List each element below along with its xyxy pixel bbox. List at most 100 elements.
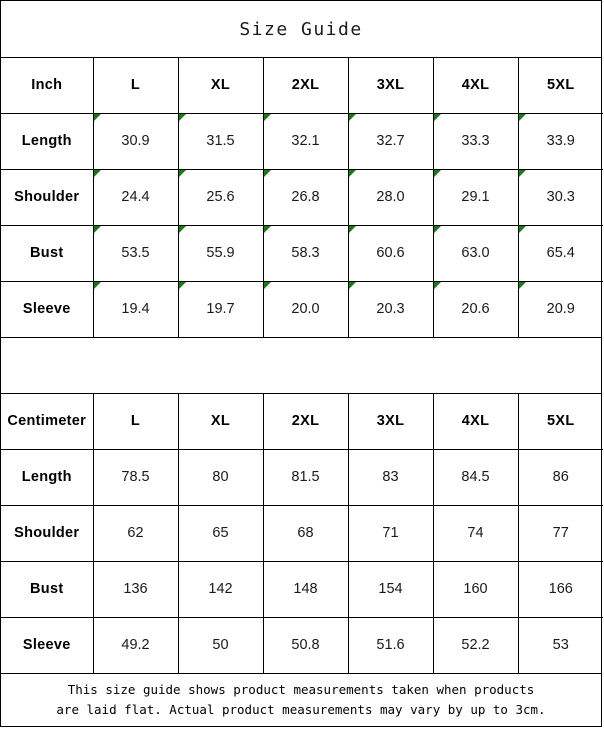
measurement-value-cell: 29.1 bbox=[433, 169, 519, 226]
measurement-value-cell: 55.9 bbox=[178, 225, 264, 282]
measurement-value: 20.6 bbox=[461, 301, 490, 318]
cell-error-marker-icon bbox=[433, 169, 441, 177]
table-row: Bust 136 142 148 154 160 166 bbox=[1, 561, 603, 618]
measurement-value-cell: 26.8 bbox=[263, 169, 349, 226]
measurement-value: 77 bbox=[552, 525, 569, 541]
measurement-value: 50 bbox=[212, 637, 229, 654]
size-header-cell: 3XL bbox=[348, 58, 434, 114]
measurement-value-cell: 25.6 bbox=[178, 169, 264, 226]
cell-error-marker-icon bbox=[93, 225, 101, 233]
size-header-cell: 5XL bbox=[518, 58, 603, 114]
cell-error-marker-icon bbox=[263, 113, 271, 121]
table-header-row: Inch L XL 2XL 3XL 4XL 5XL bbox=[1, 58, 603, 114]
measurement-value: 81.5 bbox=[291, 469, 320, 485]
measurement-value-cell: 19.4 bbox=[93, 281, 179, 337]
measurement-value-cell: 71 bbox=[348, 505, 434, 562]
size-header-cell: 2XL bbox=[263, 58, 349, 114]
measurement-value: 32.1 bbox=[291, 133, 320, 149]
measurement-value-cell: 74 bbox=[433, 505, 519, 562]
measurement-value-cell: 28.0 bbox=[348, 169, 434, 226]
centimeter-size-table: Centimeter L XL 2XL 3XL 4XL 5XL Length 78.5 80 81.… bbox=[1, 394, 603, 673]
cell-error-marker-icon bbox=[93, 169, 101, 177]
measurement-value-cell: 86 bbox=[518, 449, 603, 506]
measurement-value: 154 bbox=[378, 581, 403, 597]
measurement-value: 71 bbox=[382, 525, 399, 541]
cell-error-marker-icon bbox=[348, 169, 356, 177]
size-header-cell: 3XL bbox=[348, 394, 434, 450]
measurement-value-cell: 32.1 bbox=[263, 113, 349, 170]
table-row: Sleeve 19.4 19.7 20.0 20.3 20.6 20.9 bbox=[1, 281, 603, 337]
measurement-value-cell: 24.4 bbox=[93, 169, 179, 226]
measurement-value-cell: 77 bbox=[518, 505, 603, 562]
footer-note-text: This size guide shows product measuremen… bbox=[56, 682, 546, 717]
measurement-value: 20.3 bbox=[376, 301, 405, 318]
measurement-value-cell: 63.0 bbox=[433, 225, 519, 282]
cell-error-marker-icon bbox=[178, 113, 186, 121]
measurement-value: 30.9 bbox=[121, 133, 150, 149]
inch-size-table: Inch L XL 2XL 3XL 4XL 5XL Length 30.9 31.5 32.1 32.… bbox=[1, 58, 603, 337]
measurement-value-cell: 31.5 bbox=[178, 113, 264, 170]
measurement-value-cell: 30.9 bbox=[93, 113, 179, 170]
measurement-value-cell: 53 bbox=[518, 617, 603, 673]
cell-error-marker-icon bbox=[433, 281, 441, 289]
measurement-value: 148 bbox=[293, 581, 318, 597]
measurement-value-cell: 32.7 bbox=[348, 113, 434, 170]
cell-error-marker-icon bbox=[178, 281, 186, 289]
table-row: Length 30.9 31.5 32.1 32.7 33.3 33.9 bbox=[1, 113, 603, 170]
measurement-value-cell: 84.5 bbox=[433, 449, 519, 506]
size-header-cell: XL bbox=[178, 394, 264, 450]
measurement-value: 50.8 bbox=[291, 637, 320, 654]
page-title: Size Guide bbox=[239, 18, 363, 40]
measurement-value-cell: 142 bbox=[178, 561, 264, 618]
measurement-value-cell: 19.7 bbox=[178, 281, 264, 337]
measurement-value: 65 bbox=[212, 525, 229, 541]
footer-note-cell: This size guide shows product measuremen… bbox=[1, 674, 601, 726]
measurement-label-cell: Bust bbox=[1, 225, 94, 282]
measurement-value-cell: 20.6 bbox=[433, 281, 519, 337]
measurement-value: 52.2 bbox=[461, 637, 490, 654]
measurement-value-cell: 166 bbox=[518, 561, 603, 618]
measurement-value-cell: 33.3 bbox=[433, 113, 519, 170]
measurement-value: 53 bbox=[552, 637, 569, 654]
cell-error-marker-icon bbox=[178, 225, 186, 233]
measurement-value: 142 bbox=[208, 581, 233, 597]
measurement-value-cell: 20.0 bbox=[263, 281, 349, 337]
size-header-cell: 5XL bbox=[518, 394, 603, 450]
measurement-value: 68 bbox=[297, 525, 314, 541]
measurement-value: 83 bbox=[382, 469, 399, 485]
unit-header-cell: Centimeter bbox=[1, 394, 94, 450]
measurement-value-cell: 20.3 bbox=[348, 281, 434, 337]
measurement-label-cell: Sleeve bbox=[1, 617, 94, 673]
measurement-value: 24.4 bbox=[121, 189, 150, 205]
cell-error-marker-icon bbox=[433, 113, 441, 121]
measurement-label-cell: Shoulder bbox=[1, 505, 94, 562]
measurement-value-cell: 160 bbox=[433, 561, 519, 618]
table-row: Shoulder 62 65 68 71 74 77 bbox=[1, 505, 603, 562]
inch-table-body: Inch L XL 2XL 3XL 4XL 5XL Length 30.9 31.5 32.1 32.… bbox=[1, 58, 603, 337]
measurement-value-cell: 136 bbox=[93, 561, 179, 618]
inch-table-block: Inch L XL 2XL 3XL 4XL 5XL Length 30.9 31.5 32.1 32.… bbox=[1, 58, 603, 338]
table-row: Shoulder 24.4 25.6 26.8 28.0 29.1 30.3 bbox=[1, 169, 603, 226]
measurement-value: 30.3 bbox=[546, 189, 575, 205]
measurement-value-cell: 83 bbox=[348, 449, 434, 506]
cell-error-marker-icon bbox=[93, 113, 101, 121]
measurement-value: 51.6 bbox=[376, 637, 405, 654]
measurement-value-cell: 62 bbox=[93, 505, 179, 562]
measurement-value: 84.5 bbox=[461, 469, 490, 485]
measurement-value: 58.3 bbox=[291, 245, 320, 261]
measurement-value-cell: 80 bbox=[178, 449, 264, 506]
measurement-value-cell: 65.4 bbox=[518, 225, 603, 282]
measurement-label-cell: Sleeve bbox=[1, 281, 94, 337]
measurement-value-cell: 50.8 bbox=[263, 617, 349, 673]
measurement-value-cell: 68 bbox=[263, 505, 349, 562]
cell-error-marker-icon bbox=[518, 225, 526, 233]
measurement-value-cell: 60.6 bbox=[348, 225, 434, 282]
measurement-value: 49.2 bbox=[121, 637, 150, 654]
title-row: Size Guide bbox=[1, 1, 601, 58]
measurement-value-cell: 49.2 bbox=[93, 617, 179, 673]
cell-error-marker-icon bbox=[263, 281, 271, 289]
cell-error-marker-icon bbox=[348, 281, 356, 289]
table-row: Sleeve 49.2 50 50.8 51.6 52.2 53 bbox=[1, 617, 603, 673]
size-header-cell: XL bbox=[178, 58, 264, 114]
measurement-value: 19.4 bbox=[121, 301, 150, 318]
